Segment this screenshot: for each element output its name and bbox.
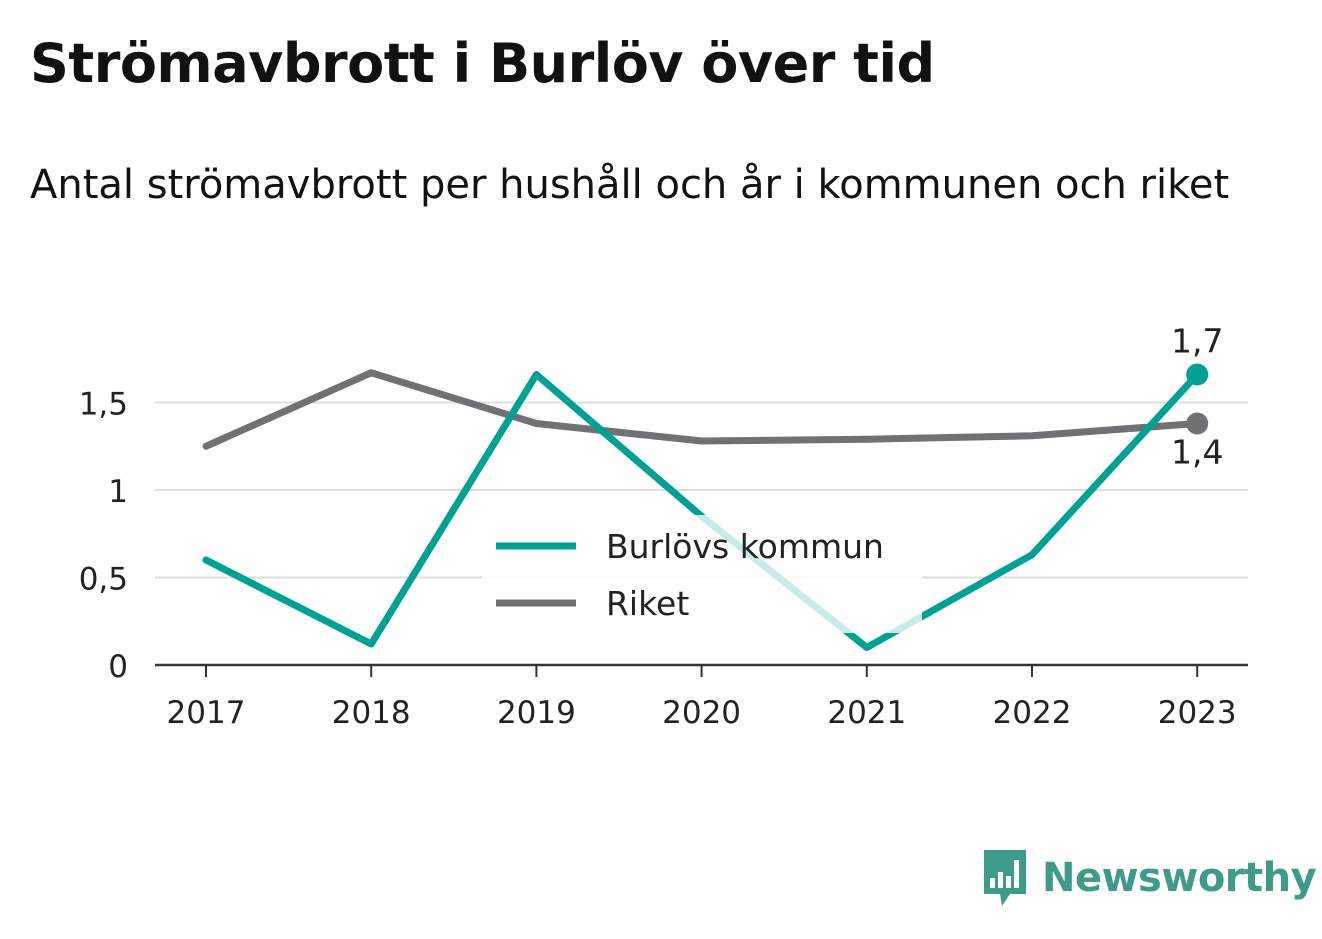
end-value-label: 1,4 bbox=[1171, 433, 1223, 472]
y-tick-label: 0,5 bbox=[79, 562, 128, 598]
y-axis: 0 0,5 1 1,5 bbox=[79, 387, 128, 686]
x-tick-label: 2020 bbox=[662, 695, 741, 731]
x-tick-label: 2022 bbox=[993, 695, 1072, 731]
chart-subtitle: Antal strömavbrott per hushåll och år i … bbox=[30, 162, 1230, 208]
x-axis: 2017 2018 2019 2020 2021 2022 2023 bbox=[155, 663, 1248, 731]
end-labels: 1,7 1,4 bbox=[1171, 322, 1223, 472]
legend-label: Burlövs kommun bbox=[606, 527, 884, 566]
x-tick-label: 2021 bbox=[827, 695, 906, 731]
newsworthy-logo: Newsworthy bbox=[980, 848, 1317, 908]
x-tick-label: 2019 bbox=[497, 695, 576, 731]
logo-text: Newsworthy bbox=[1042, 855, 1317, 901]
x-tick-label: 2018 bbox=[332, 695, 411, 731]
legend-label: Riket bbox=[606, 584, 689, 623]
chart-title: Strömavbrott i Burlöv över tid bbox=[30, 32, 935, 95]
end-point-marker bbox=[1186, 412, 1209, 435]
end-value-label: 1,7 bbox=[1171, 322, 1223, 361]
x-tick-label: 2017 bbox=[167, 695, 246, 731]
legend: Burlövs kommun Riket bbox=[482, 515, 922, 633]
y-tick-label: 0 bbox=[108, 649, 128, 685]
series-line bbox=[202, 369, 1201, 450]
x-tick-label: 2023 bbox=[1158, 695, 1237, 731]
legend-background bbox=[482, 515, 922, 633]
bar-chart-speech-bubble-icon bbox=[984, 850, 1026, 906]
end-point-marker bbox=[1186, 363, 1209, 386]
y-tick-label: 1 bbox=[108, 474, 128, 510]
y-tick-label: 1,5 bbox=[79, 387, 128, 423]
